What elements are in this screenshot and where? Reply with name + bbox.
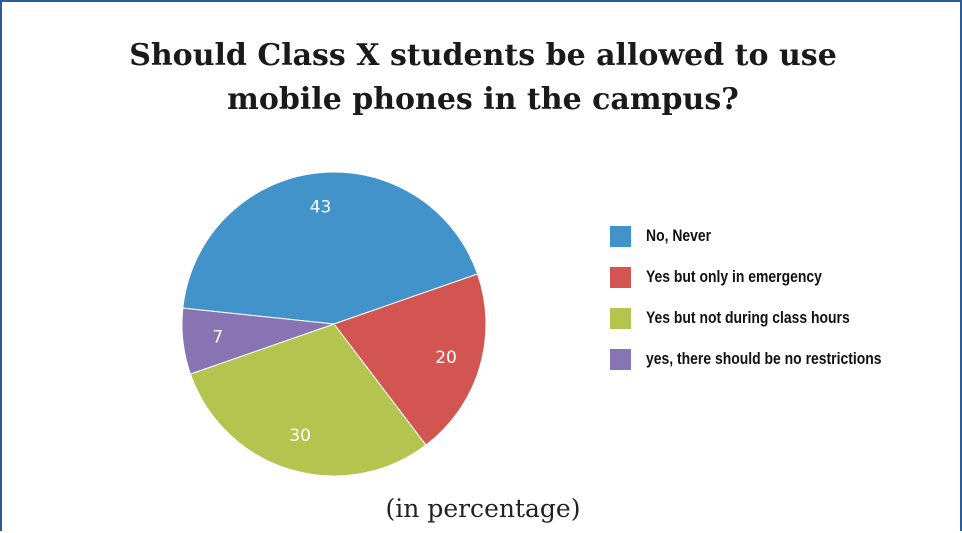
legend-label-0: No, Never: [646, 226, 712, 245]
slice-label-3: 7: [212, 327, 223, 347]
slice-label-2: 30: [289, 426, 311, 446]
chart-title-line-1: Should Class X students be allowed to us…: [129, 38, 837, 73]
slice-label-0: 43: [310, 198, 332, 218]
pie-slice-0: [182, 171, 479, 325]
legend-label-2: Yes but not during class hours: [646, 308, 850, 327]
pie-slice-1: [333, 273, 487, 446]
pie-slice-2: [189, 323, 427, 477]
legend-swatch-1: [610, 267, 631, 288]
legend-label-1: Yes but only in emergency: [646, 267, 822, 286]
pie-slice-3: [181, 307, 335, 375]
slice-label-1: 20: [435, 348, 457, 368]
legend-swatch-2: [610, 308, 631, 329]
legend-swatch-0: [610, 226, 631, 247]
legend-label-3: yes, there should be no restrictions: [646, 349, 882, 368]
chart-footnote: (in percentage): [385, 494, 581, 523]
chart-title-line-2: mobile phones in the campus?: [227, 82, 739, 117]
legend-swatch-3: [610, 349, 631, 370]
